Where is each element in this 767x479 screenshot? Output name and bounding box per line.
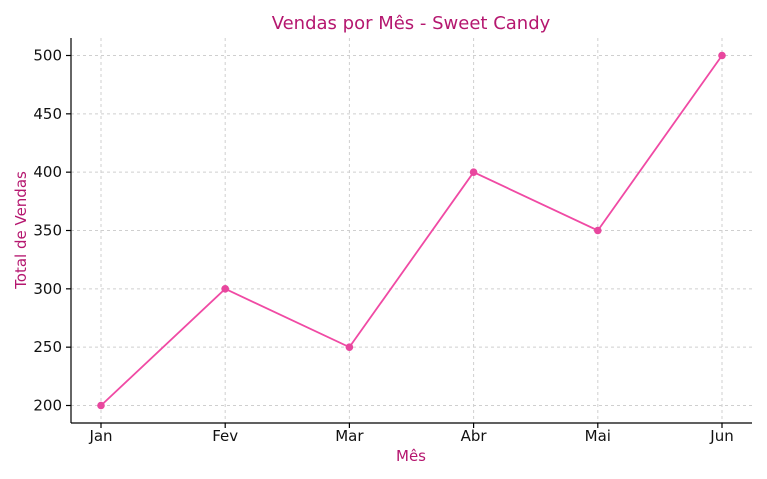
series bbox=[97, 51, 726, 410]
data-point bbox=[345, 343, 354, 351]
data-point bbox=[718, 51, 726, 60]
x-tick-label: Jan bbox=[88, 427, 112, 445]
x-ticks: Jan Fev Mar Abr Mai Jun bbox=[88, 423, 734, 445]
x-tick-label: Abr bbox=[461, 427, 488, 445]
data-point bbox=[97, 401, 105, 410]
y-tick-label: 500 bbox=[33, 47, 62, 65]
x-tick-label: Jun bbox=[709, 427, 733, 445]
y-tick-label: 400 bbox=[33, 163, 62, 181]
grid bbox=[71, 38, 752, 423]
x-tick-label: Fev bbox=[212, 427, 238, 445]
chart-title: Vendas por Mês - Sweet Candy bbox=[272, 13, 551, 34]
y-axis-label: Total de Vendas bbox=[12, 171, 30, 290]
y-tick-label: 350 bbox=[33, 222, 62, 240]
y-tick-label: 450 bbox=[33, 105, 62, 123]
y-tick-label: 200 bbox=[33, 397, 62, 415]
x-tick-label: Mai bbox=[585, 427, 611, 445]
y-tick-label: 250 bbox=[33, 338, 62, 356]
y-ticks: 200 250 300 350 400 450 500 bbox=[33, 47, 71, 415]
data-point bbox=[594, 226, 602, 235]
y-tick-label: 300 bbox=[33, 280, 62, 298]
x-axis-label: Mês bbox=[396, 447, 426, 465]
x-tick-label: Mar bbox=[335, 427, 364, 445]
data-point bbox=[469, 168, 478, 176]
series-line bbox=[100, 54, 723, 407]
data-point bbox=[221, 285, 229, 293]
